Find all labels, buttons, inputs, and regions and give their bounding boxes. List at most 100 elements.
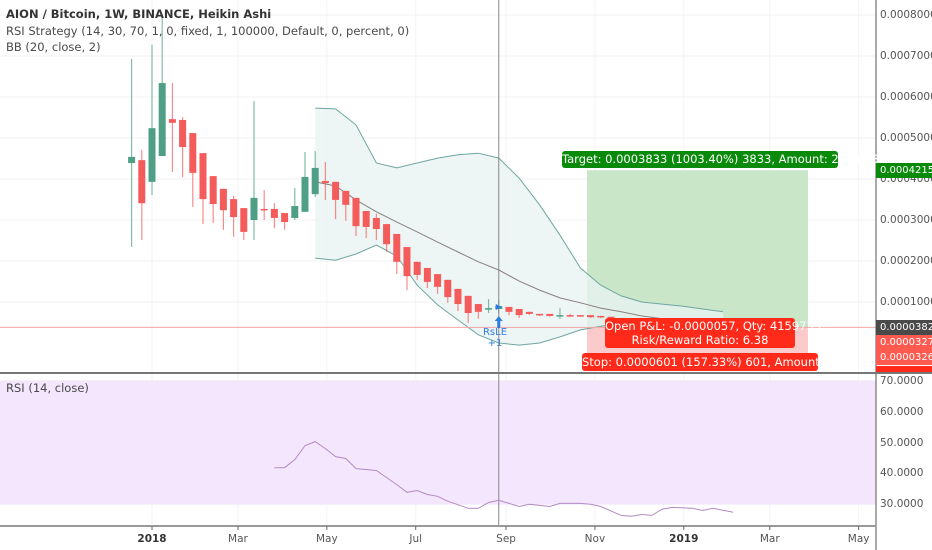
candle bbox=[536, 313, 544, 316]
rsi-tick-label: 50.0000 bbox=[880, 436, 924, 449]
open-pnl-box: Open P&L: -0.0000057, Qty: 4159733 Risk/… bbox=[605, 318, 821, 348]
price-tick-label: 0.0001000 bbox=[880, 296, 932, 308]
candle bbox=[148, 44, 156, 195]
price-tag: 0.0004215 bbox=[876, 162, 932, 178]
candle bbox=[138, 149, 146, 241]
candle-body bbox=[189, 133, 197, 173]
bollinger-upper bbox=[315, 107, 724, 313]
time-tick-label: Mar bbox=[759, 533, 780, 545]
candle-body bbox=[454, 288, 462, 305]
candle bbox=[189, 133, 197, 207]
price-tick-label: 0.0008000 bbox=[880, 9, 932, 21]
candle bbox=[281, 213, 289, 230]
chart-title[interactable]: AION / Bitcoin, 1W, BINANCE, Heikin Ashi bbox=[6, 7, 272, 21]
candle-body bbox=[311, 167, 319, 195]
candle-body bbox=[260, 208, 268, 211]
candle-body bbox=[219, 188, 227, 211]
price-tag: 0.0000382 bbox=[876, 319, 932, 335]
rsi-band bbox=[0, 381, 876, 504]
candle bbox=[454, 288, 462, 312]
candle bbox=[403, 247, 411, 291]
candle-body bbox=[230, 199, 238, 218]
candle bbox=[158, 17, 166, 157]
price-tick-label: 0.0006000 bbox=[880, 91, 932, 103]
candle bbox=[342, 190, 350, 221]
candle bbox=[362, 210, 370, 239]
candle-body bbox=[240, 208, 248, 232]
candle-body bbox=[587, 315, 595, 318]
rsi-legend[interactable]: RSI (14, close) bbox=[6, 381, 89, 395]
time-tick-label: May bbox=[315, 533, 338, 545]
candle-body bbox=[179, 119, 187, 148]
price-tick-label: 0.0003000 bbox=[880, 214, 932, 226]
candle-body bbox=[597, 315, 605, 318]
rsi-line bbox=[274, 441, 734, 517]
candle bbox=[209, 176, 217, 223]
candle-body bbox=[383, 224, 391, 245]
candle-body bbox=[566, 315, 574, 317]
time-tick-label: 2019 bbox=[669, 533, 699, 545]
time-axis-ticks bbox=[151, 526, 860, 530]
candle-body bbox=[403, 247, 411, 277]
risk-reward-label: Risk/Reward Ratio: 6.38 bbox=[631, 333, 769, 347]
candle bbox=[413, 261, 421, 280]
rsi-tick-label: 30.0000 bbox=[880, 498, 924, 510]
candle-body bbox=[576, 315, 584, 317]
candle-body bbox=[291, 206, 299, 218]
candle bbox=[556, 308, 564, 319]
time-tick-label: May bbox=[847, 533, 870, 545]
rsi-tick-label: 40.0000 bbox=[880, 467, 924, 480]
price-tag: 0.0000326 bbox=[876, 349, 932, 365]
candle bbox=[179, 117, 187, 177]
candle bbox=[525, 311, 533, 316]
candle bbox=[464, 295, 472, 323]
bollinger-middle bbox=[315, 181, 724, 323]
candle bbox=[199, 153, 207, 225]
entry-flag-icon bbox=[495, 304, 502, 310]
rsle-arrow-icon bbox=[494, 304, 503, 328]
candle-body bbox=[536, 313, 544, 316]
candle bbox=[546, 313, 554, 317]
time-tick-label: 2018 bbox=[137, 533, 167, 545]
candle-body bbox=[556, 315, 564, 317]
candle bbox=[393, 233, 401, 275]
arrow-up-icon bbox=[494, 316, 503, 328]
candle bbox=[474, 304, 482, 319]
candle bbox=[485, 299, 493, 314]
strategy-legend[interactable]: RSI Strategy (14, 30, 70, 1, 0, fixed, 1… bbox=[6, 24, 410, 38]
time-tick-label: Mar bbox=[228, 533, 248, 545]
candle-body bbox=[546, 313, 554, 316]
candles bbox=[128, 17, 717, 329]
candle-body bbox=[474, 304, 482, 312]
candle bbox=[505, 306, 513, 316]
candle bbox=[434, 274, 442, 294]
candle bbox=[576, 315, 584, 317]
candle bbox=[240, 208, 248, 241]
candle bbox=[260, 190, 268, 220]
candle-body bbox=[158, 83, 166, 157]
candle-body bbox=[321, 181, 329, 184]
time-tick-label: Nov bbox=[584, 533, 606, 545]
candle-body bbox=[168, 119, 176, 123]
candle-body bbox=[148, 128, 156, 182]
candle-body bbox=[362, 210, 370, 227]
candle bbox=[332, 181, 340, 220]
candle-body bbox=[199, 153, 207, 200]
price-tag-partial bbox=[876, 366, 932, 372]
candle bbox=[372, 213, 380, 241]
candle bbox=[291, 188, 299, 220]
candle bbox=[311, 151, 319, 198]
candle-body bbox=[505, 306, 513, 312]
candle-body bbox=[607, 316, 615, 319]
candle bbox=[566, 313, 574, 317]
candle bbox=[597, 315, 605, 318]
candle bbox=[444, 279, 452, 303]
candle-body bbox=[281, 213, 289, 223]
target-label: Target: 0.0003833 (1003.40%) 3833, Amoun… bbox=[562, 151, 879, 168]
candle bbox=[230, 195, 238, 237]
bb-legend[interactable]: BB (20, close, 2) bbox=[6, 40, 101, 54]
candle-body bbox=[352, 197, 360, 227]
candle-body bbox=[209, 176, 217, 205]
candle bbox=[250, 101, 258, 241]
